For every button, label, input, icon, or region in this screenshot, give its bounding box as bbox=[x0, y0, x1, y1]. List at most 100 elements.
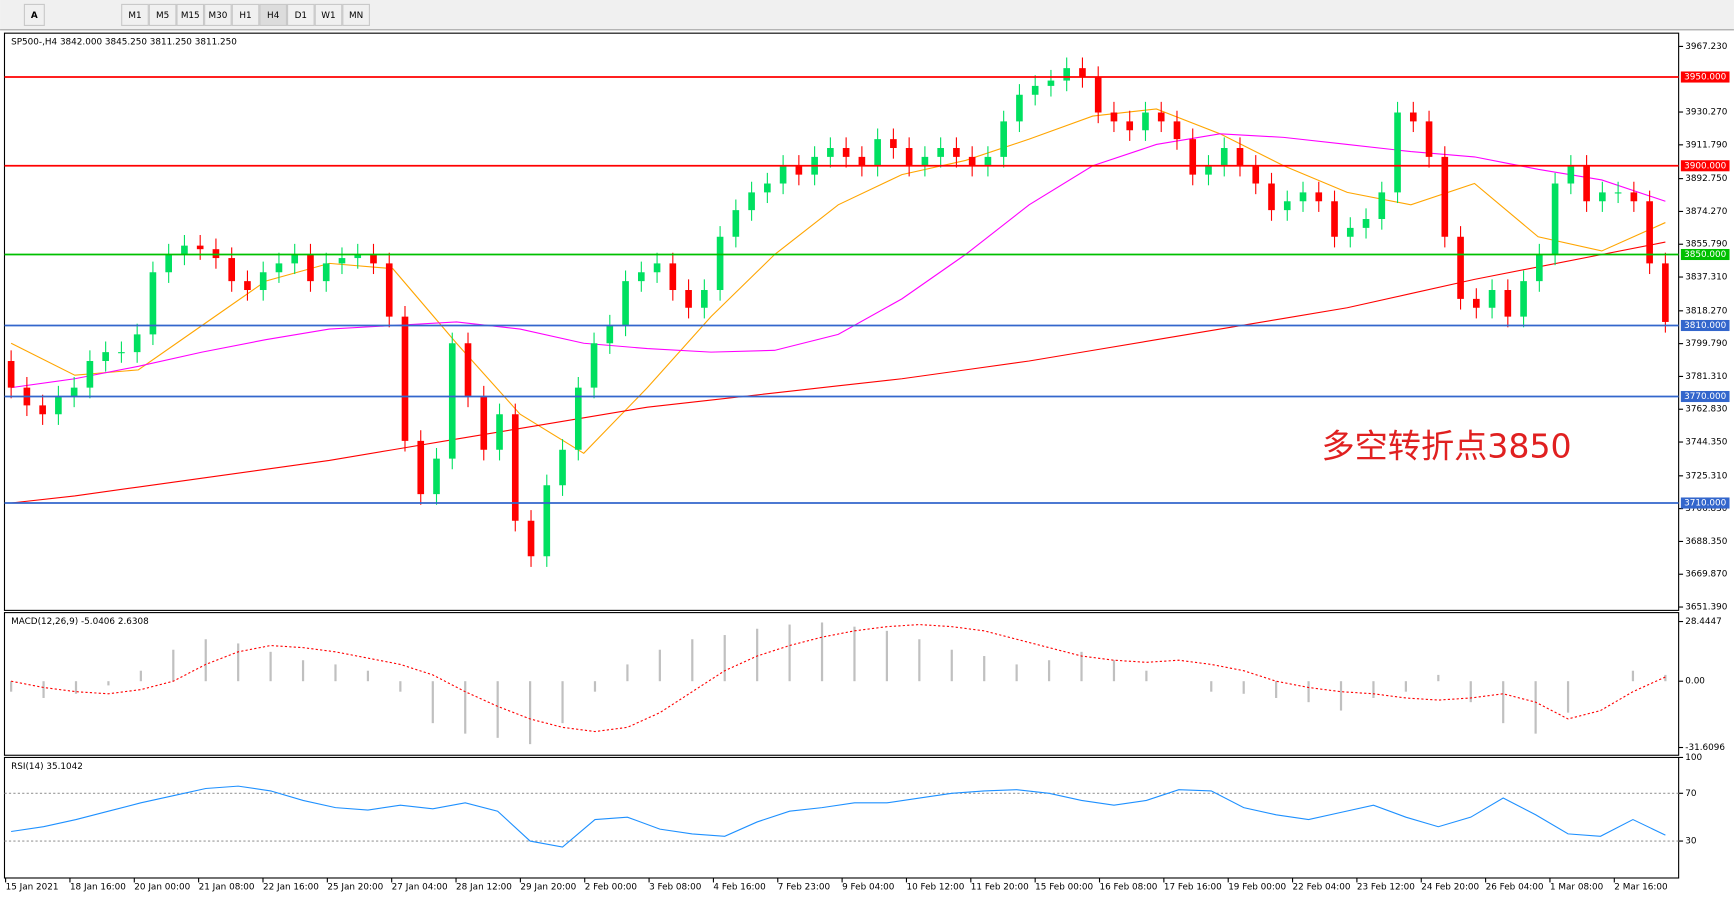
candle-body bbox=[86, 361, 94, 388]
level-label: 3710.000 bbox=[1684, 499, 1727, 509]
y-tick-label: 3651.390 bbox=[1685, 603, 1728, 613]
candle-body bbox=[968, 156, 976, 166]
moving-average bbox=[10, 108, 1666, 455]
candle-body bbox=[228, 258, 236, 282]
candle-body bbox=[1409, 112, 1417, 122]
toolbar-button[interactable] bbox=[148, 3, 177, 26]
x-tick-label: 19 Feb 00:00 bbox=[1228, 882, 1286, 892]
candle-body bbox=[102, 352, 109, 362]
y-tick-label: 3818.270 bbox=[1685, 306, 1728, 316]
y-tick-label: 3967.230 bbox=[1685, 42, 1728, 52]
toolbar-button[interactable] bbox=[259, 3, 288, 26]
candle-body bbox=[1189, 139, 1197, 175]
toolbar-button[interactable] bbox=[287, 3, 315, 26]
candle-body bbox=[685, 290, 692, 308]
toolbar-button[interactable] bbox=[342, 3, 370, 26]
candle-body bbox=[1063, 68, 1071, 81]
candle-body bbox=[1378, 192, 1386, 220]
x-tick-label: 2 Mar 16:00 bbox=[1614, 882, 1668, 892]
candle-body bbox=[606, 325, 614, 344]
candle-body bbox=[858, 156, 866, 166]
toolbar-button[interactable] bbox=[23, 3, 45, 26]
toolbar-button[interactable] bbox=[176, 3, 205, 26]
x-tick-label: 28 Jan 12:00 bbox=[456, 882, 512, 892]
toolbar-button-label[interactable]: A bbox=[31, 11, 38, 21]
candle-body bbox=[70, 387, 78, 397]
x-tick-label: 20 Jan 00:00 bbox=[134, 882, 190, 892]
y-tick-label: 3762.830 bbox=[1685, 405, 1728, 415]
x-tick-label: 4 Feb 16:00 bbox=[713, 882, 766, 892]
candle-body bbox=[212, 249, 220, 259]
toolbar-button-label[interactable]: M1 bbox=[128, 11, 141, 21]
level-tag bbox=[1680, 497, 1730, 509]
level-tag bbox=[1680, 71, 1730, 83]
x-tick-label: 16 Feb 08:00 bbox=[1100, 882, 1158, 892]
candle-body bbox=[401, 316, 409, 441]
toolbar-button-label[interactable]: M5 bbox=[156, 11, 169, 21]
candle-body bbox=[732, 210, 740, 237]
y-tick-label: 3669.870 bbox=[1685, 570, 1728, 580]
toolbar-button-label[interactable]: M15 bbox=[181, 11, 200, 21]
toolbar-button-label[interactable]: M30 bbox=[208, 11, 227, 21]
toolbar-button-label[interactable]: H1 bbox=[239, 11, 251, 21]
candle-body bbox=[921, 156, 929, 166]
candle-body bbox=[354, 254, 362, 259]
toolbar-button[interactable] bbox=[121, 3, 149, 26]
candle-body bbox=[1094, 77, 1102, 113]
y-tick-label: 3781.310 bbox=[1685, 372, 1728, 382]
toolbar-button-label[interactable]: D1 bbox=[295, 11, 307, 21]
candle-body bbox=[1142, 112, 1149, 131]
x-tick-label: 22 Jan 16:00 bbox=[263, 882, 319, 892]
candle-body bbox=[1079, 68, 1086, 78]
x-tick-label: 1 Mar 08:00 bbox=[1550, 882, 1604, 892]
candle-body bbox=[1583, 165, 1590, 202]
candle-body bbox=[1614, 192, 1622, 194]
candle-body bbox=[1157, 112, 1165, 122]
x-tick-label: 17 Feb 16:00 bbox=[1164, 882, 1222, 892]
x-tick-label: 18 Jan 16:00 bbox=[70, 882, 126, 892]
x-tick-label: 25 Jan 20:00 bbox=[327, 882, 383, 892]
candle-body bbox=[874, 139, 881, 166]
level-tag bbox=[1680, 160, 1730, 172]
candle-body bbox=[259, 272, 267, 291]
candle-body bbox=[622, 281, 629, 326]
y-tick-label: 3837.310 bbox=[1685, 273, 1728, 283]
toolbar-button[interactable] bbox=[314, 3, 343, 26]
candle-body bbox=[480, 396, 488, 450]
candle-body bbox=[196, 245, 204, 250]
panel-title: SP500-,H4 3842.000 3845.250 3811.250 381… bbox=[11, 38, 237, 48]
candle-body bbox=[1425, 121, 1433, 157]
toolbar-button-label[interactable]: H4 bbox=[267, 11, 280, 21]
candle-body bbox=[984, 156, 992, 166]
x-tick-label: 29 Jan 20:00 bbox=[520, 882, 576, 892]
candle-body bbox=[953, 148, 960, 157]
candle-body bbox=[779, 165, 787, 184]
y-tick-label: 3930.270 bbox=[1685, 108, 1728, 118]
toolbar-button[interactable] bbox=[231, 3, 260, 26]
y-tick-label: 3688.350 bbox=[1685, 537, 1728, 547]
y-tick-label: 100 bbox=[1685, 753, 1702, 763]
x-tick-label: 7 Feb 23:00 bbox=[778, 882, 831, 892]
candle-body bbox=[417, 440, 425, 495]
toolbar-button[interactable] bbox=[204, 3, 232, 26]
x-tick-label: 22 Feb 04:00 bbox=[1293, 882, 1351, 892]
toolbar-button-label[interactable]: W1 bbox=[321, 11, 335, 21]
candle-body bbox=[590, 343, 598, 388]
candle-body bbox=[338, 258, 346, 264]
candle-body bbox=[322, 263, 330, 282]
candle-body bbox=[55, 396, 62, 415]
level-label: 3810.000 bbox=[1684, 321, 1727, 331]
y-tick-label: 3911.790 bbox=[1685, 140, 1728, 150]
level-label: 3900.000 bbox=[1684, 161, 1727, 171]
level-label: 3850.000 bbox=[1684, 250, 1727, 260]
toolbar-button-label[interactable]: MN bbox=[349, 11, 363, 21]
y-tick-label: 3892.750 bbox=[1685, 174, 1728, 184]
level-label: 3770.000 bbox=[1684, 392, 1727, 402]
candle-body bbox=[1472, 298, 1480, 308]
x-tick-label: 3 Feb 08:00 bbox=[649, 882, 702, 892]
candle-body bbox=[496, 414, 503, 450]
macd-panel bbox=[3, 612, 1680, 756]
candle-body bbox=[937, 148, 944, 157]
candle-body bbox=[527, 520, 535, 557]
